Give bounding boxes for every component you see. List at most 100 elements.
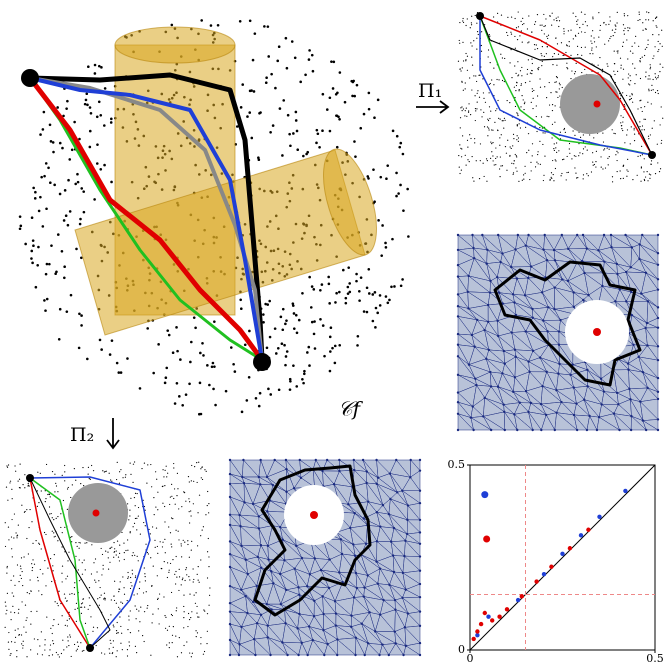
point [301, 377, 304, 381]
center [593, 328, 601, 336]
point [627, 15, 629, 17]
point [158, 623, 160, 625]
point [587, 175, 589, 177]
point [191, 611, 193, 613]
point [97, 100, 101, 104]
vertex [238, 643, 241, 646]
point [502, 120, 504, 122]
vertex [368, 611, 371, 614]
point [202, 653, 205, 655]
point [65, 107, 68, 110]
point [54, 491, 56, 493]
point [55, 270, 58, 274]
vertex [489, 370, 492, 374]
point [139, 581, 141, 583]
point [467, 146, 469, 148]
vertex [627, 368, 630, 371]
point [44, 560, 46, 562]
point [517, 11, 519, 13]
point [652, 20, 654, 22]
vertex [456, 400, 460, 404]
point [570, 54, 572, 56]
point [629, 84, 631, 86]
vertex [366, 500, 370, 503]
point [127, 549, 129, 551]
point [274, 86, 277, 90]
point [252, 90, 256, 93]
point [276, 346, 280, 350]
point [61, 146, 64, 150]
point [152, 613, 154, 615]
vertex [242, 481, 246, 485]
point [39, 645, 41, 647]
vertex [378, 653, 381, 657]
point [495, 164, 497, 166]
point [531, 88, 533, 90]
vertex [339, 538, 343, 541]
point [622, 177, 624, 179]
point [66, 646, 68, 648]
point [29, 508, 31, 511]
point [491, 79, 493, 81]
point [21, 601, 23, 603]
point [473, 75, 475, 77]
point [6, 465, 8, 467]
point [239, 298, 242, 302]
point [143, 505, 146, 508]
vertex [246, 611, 249, 615]
point [609, 16, 611, 18]
point [104, 599, 106, 601]
point [565, 51, 567, 54]
point [96, 627, 99, 629]
point [53, 536, 55, 538]
point [10, 611, 12, 613]
point [460, 156, 463, 158]
point [161, 485, 163, 488]
vertex [498, 291, 501, 294]
point [104, 653, 106, 655]
point [7, 526, 10, 528]
vertex [378, 567, 382, 570]
mesh [456, 233, 660, 432]
point [157, 608, 159, 610]
vertex [395, 458, 398, 462]
point [615, 28, 617, 30]
point [11, 498, 13, 500]
point [582, 178, 584, 180]
triangle [253, 638, 272, 656]
point [460, 147, 462, 149]
arrow [106, 418, 120, 450]
point [178, 637, 180, 639]
point [519, 127, 522, 129]
point [87, 633, 89, 635]
point [180, 543, 182, 545]
point [205, 514, 207, 516]
point [516, 125, 518, 127]
point [18, 634, 21, 636]
point [177, 530, 179, 532]
vertex [511, 293, 515, 296]
vertex [228, 495, 232, 499]
point [129, 462, 131, 464]
point [56, 106, 59, 109]
point [127, 577, 129, 579]
vertex [630, 246, 634, 249]
point [469, 77, 471, 79]
vertex [266, 510, 269, 513]
point [18, 227, 22, 231]
point [518, 123, 520, 125]
point [458, 154, 460, 157]
vertex [531, 307, 534, 311]
vertex [338, 458, 341, 462]
point [82, 190, 86, 193]
point [570, 29, 572, 31]
point [51, 580, 53, 583]
point [385, 177, 388, 180]
point [338, 343, 342, 347]
point [376, 98, 380, 102]
point [265, 76, 268, 80]
point [619, 97, 622, 99]
vertex [362, 595, 365, 598]
point [30, 216, 34, 220]
point [200, 477, 202, 479]
